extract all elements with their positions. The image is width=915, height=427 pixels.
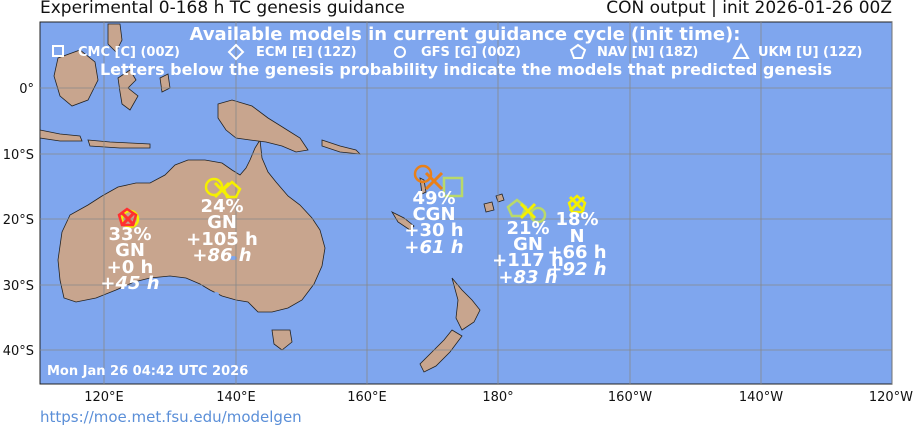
latitude-tick-label: 10°S xyxy=(3,148,34,163)
genesis-system-1: 33% GN +0 h +45 h xyxy=(100,207,160,294)
sulawesi-landmass xyxy=(117,69,139,111)
pentagon-icon xyxy=(569,43,587,59)
genesis-first-time: +66 h xyxy=(547,242,606,263)
genesis-probability: 21% xyxy=(506,218,549,239)
genesis-probability: 33% xyxy=(108,224,151,245)
genesis-first-time: +105 h xyxy=(186,229,258,250)
source-url-link[interactable]: https://moe.met.fsu.edu/modelgen xyxy=(40,408,302,426)
legend-model-nav: NAV [N] (18Z) xyxy=(597,45,698,60)
lake-marker xyxy=(213,292,219,296)
legend-model-gfs: GFS [G] (00Z) xyxy=(421,45,521,60)
new-zealand-north-island xyxy=(451,277,481,331)
genesis-mean-time: +61 h xyxy=(404,237,463,258)
genesis-probability: 24% xyxy=(200,196,243,217)
legend-heading: Available models in current guidance cyc… xyxy=(190,24,741,45)
legend-note: Letters below the genesis probability in… xyxy=(100,60,832,79)
cmc-marker xyxy=(442,176,464,198)
tasmania-landmass xyxy=(271,329,293,351)
genesis-x-marker xyxy=(519,202,537,220)
longitude-tick-label: 120°W xyxy=(869,390,913,405)
longitude-tick-label: 140°W xyxy=(739,390,783,405)
genesis-system-3: 49% CGN +30 h +61 h xyxy=(404,164,464,258)
lake-eyre xyxy=(229,256,237,260)
lesser-sunda-islands xyxy=(87,139,151,149)
new-guinea-landmass xyxy=(217,99,309,153)
genesis-first-time: +117 h xyxy=(492,250,564,271)
genesis-models: N xyxy=(569,226,584,247)
genesis-probability: 49% xyxy=(412,188,455,209)
run-timestamp: Mon Jan 26 04:42 UTC 2026 xyxy=(47,364,248,379)
square-icon xyxy=(52,45,64,57)
australia-landmass xyxy=(57,138,326,313)
longitude-tick-label: 180° xyxy=(482,390,513,405)
genesis-system-2: 24% GN +105 h +86 h xyxy=(186,177,258,266)
genesis-x-marker xyxy=(213,181,231,199)
genesis-mean-time: +86 h xyxy=(192,245,251,266)
genesis-models: GN xyxy=(207,212,237,233)
genesis-x-marker xyxy=(424,171,444,191)
triangle-icon xyxy=(732,42,750,59)
genesis-mean-time: +83 h xyxy=(498,267,557,288)
latitude-tick-label: 20°S xyxy=(3,213,34,228)
new-caledonia-landmass xyxy=(390,211,415,231)
genesis-mean-time: +45 h xyxy=(100,273,159,294)
genesis-models: GN xyxy=(513,234,543,255)
longitude-tick-label: 120°E xyxy=(84,390,124,405)
longitude-tick-label: 160°W xyxy=(608,390,652,405)
genesis-system-5: 18% N +66 h +92 h xyxy=(547,194,607,280)
genesis-x-marker xyxy=(120,211,136,227)
legend-models: CMC [C] (00Z) ECM [E] (12Z) GFS [G] (00Z… xyxy=(52,42,862,61)
gfs-marker xyxy=(204,177,224,197)
longitude-tick-label: 140°E xyxy=(216,390,256,405)
genesis-first-time: +0 h xyxy=(107,257,154,278)
legend-model-ukm: UKM [U] (12Z) xyxy=(758,45,862,60)
latitude-tick-label: 40°S xyxy=(3,344,34,359)
latitude-tick-label: 30°S xyxy=(3,279,34,294)
philippines-landmass xyxy=(107,23,123,53)
genesis-probability: 18% xyxy=(555,209,598,230)
genesis-mean-time: +92 h xyxy=(547,259,606,280)
genesis-models: CGN xyxy=(412,204,455,225)
legend-model-ecm: ECM [E] (12Z) xyxy=(256,45,357,60)
gfs-marker xyxy=(413,164,433,184)
genesis-models: GN xyxy=(115,240,145,261)
longitude-tick-label: 160°E xyxy=(347,390,387,405)
circle-icon xyxy=(394,46,406,58)
genesis-first-time: +30 h xyxy=(404,220,463,241)
fiji-islands xyxy=(483,193,505,213)
latitude-tick-label: 0° xyxy=(19,82,34,97)
longitude-tick-labels: 120°E 140°E 160°E 180° 160°W 140°W 120°W xyxy=(84,390,913,405)
diamond-icon xyxy=(227,43,245,61)
map-title: Experimental 0-168 h TC genesis guidance xyxy=(40,0,405,18)
java-landmass xyxy=(39,129,83,142)
nav-marker xyxy=(567,194,587,214)
genesis-system-4: 21% GN +117 h +83 h xyxy=(492,198,564,288)
latitude-tick-labels: 0° 10°S 20°S 30°S 40°S xyxy=(3,82,34,359)
graticule xyxy=(40,22,893,384)
init-time-title: CON output | init 2026-01-26 00Z xyxy=(606,0,892,18)
genesis-x-marker xyxy=(568,195,586,213)
borneo-landmass xyxy=(53,49,99,107)
legend-model-cmc: CMC [C] (00Z) xyxy=(78,45,180,60)
new-zealand-south-island xyxy=(419,329,463,373)
